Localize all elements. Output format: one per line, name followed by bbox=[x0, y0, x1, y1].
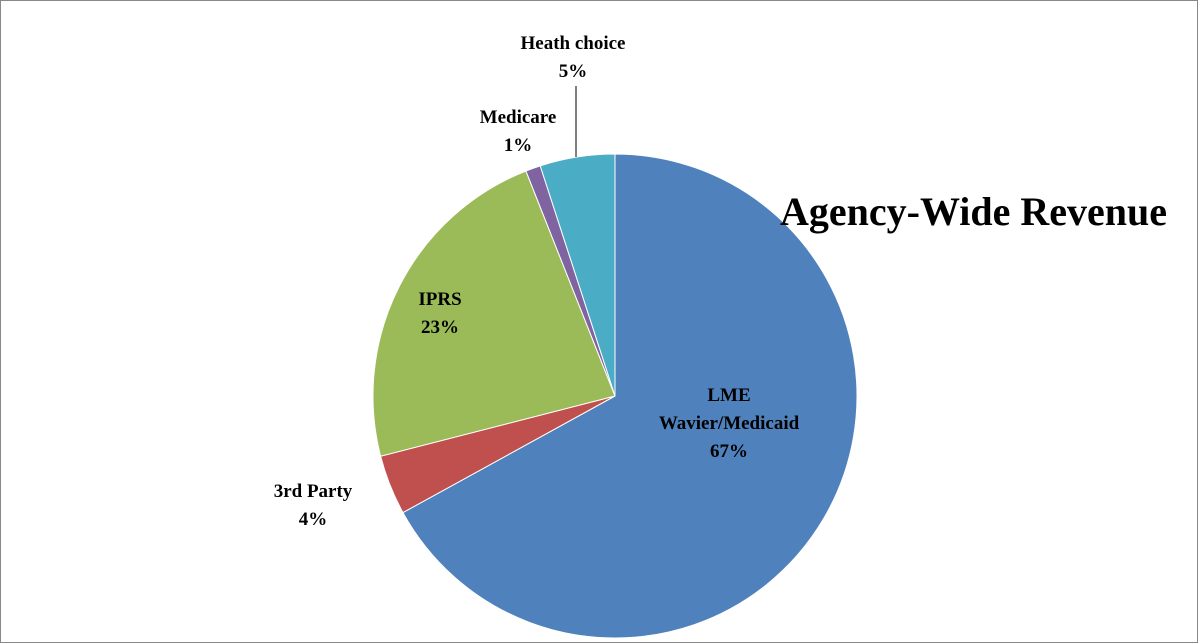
slice-label: Medicare bbox=[479, 107, 557, 128]
pie-slice bbox=[372, 170, 616, 457]
slice-value-label: 1% bbox=[503, 135, 533, 156]
pie-slice bbox=[402, 153, 858, 639]
chart-title: Agency-Wide Revenue bbox=[780, 189, 1167, 234]
pie-slice bbox=[539, 153, 616, 397]
slice-value-label: 5% bbox=[558, 61, 588, 82]
slice-label: IPRS bbox=[418, 289, 462, 310]
slice-label: Heath choice bbox=[520, 33, 626, 54]
slice-value-label: 23% bbox=[421, 317, 459, 338]
slice-value-label: 4% bbox=[298, 509, 328, 530]
slice-label: LME Wavier/Medicaid bbox=[658, 385, 800, 434]
slice-label: 3rd Party bbox=[273, 481, 353, 502]
slice-value-label: 67% bbox=[710, 441, 748, 462]
